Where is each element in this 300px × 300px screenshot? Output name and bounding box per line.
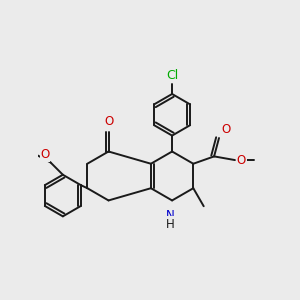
Text: Cl: Cl — [166, 69, 178, 82]
Text: O: O — [40, 148, 50, 161]
Text: H: H — [166, 218, 175, 231]
Text: N: N — [166, 209, 175, 222]
Text: O: O — [104, 115, 113, 128]
Text: O: O — [237, 154, 246, 166]
Text: O: O — [221, 123, 231, 136]
